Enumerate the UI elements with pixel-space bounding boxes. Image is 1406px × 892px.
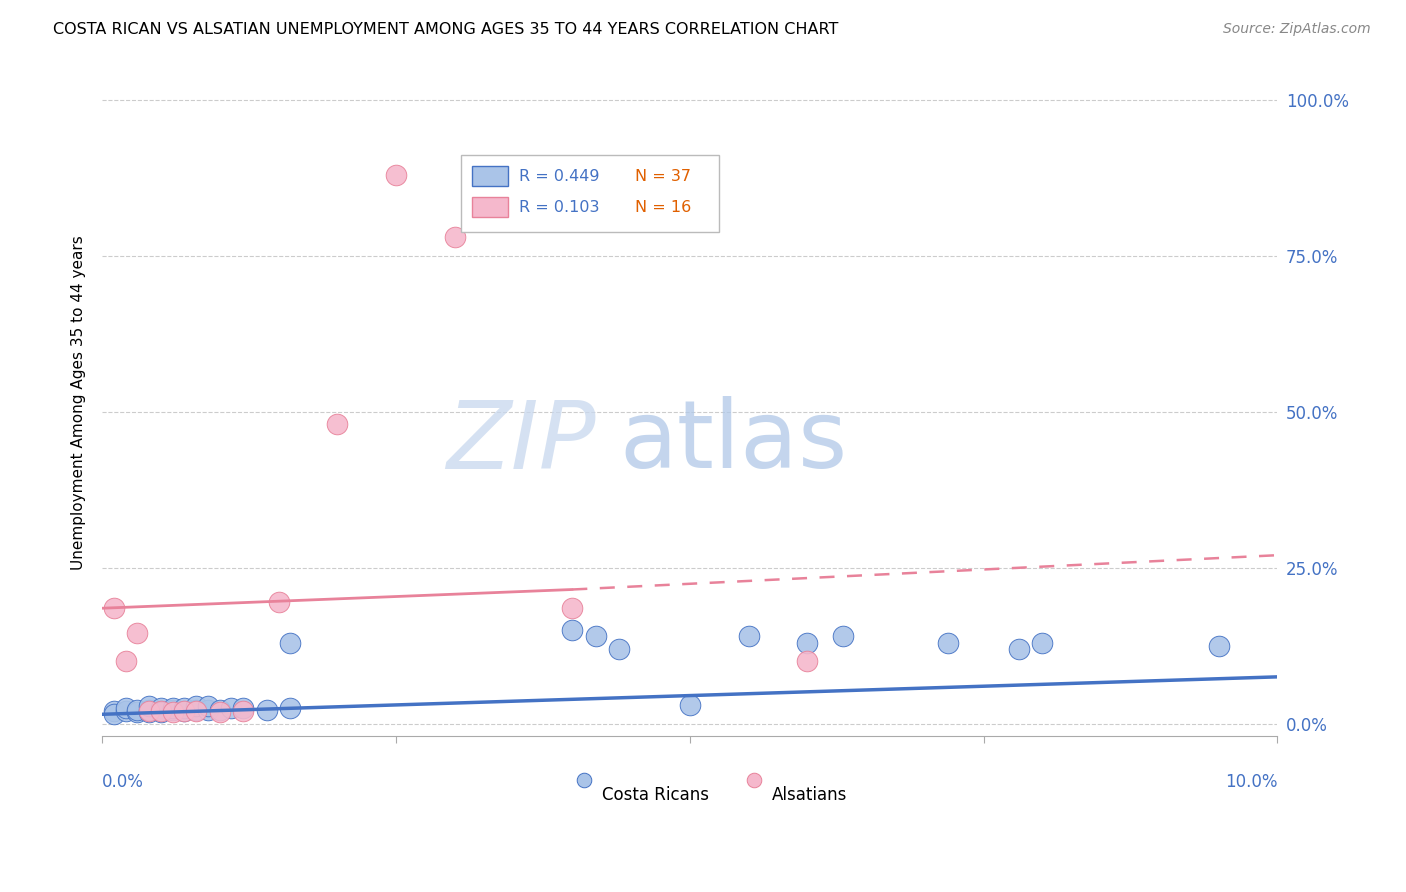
Point bbox=[162, 703, 184, 717]
Point bbox=[127, 703, 149, 717]
Point bbox=[114, 654, 136, 668]
Point bbox=[256, 703, 278, 717]
Point bbox=[796, 635, 818, 649]
Point bbox=[938, 635, 960, 649]
Point bbox=[278, 701, 301, 715]
Point bbox=[607, 641, 630, 656]
Point bbox=[561, 623, 583, 637]
Point bbox=[114, 701, 136, 715]
Point bbox=[278, 635, 301, 649]
Point bbox=[796, 654, 818, 668]
Point bbox=[173, 704, 195, 718]
Text: ZIP: ZIP bbox=[446, 397, 596, 488]
Point bbox=[831, 629, 853, 643]
Point bbox=[149, 706, 172, 720]
Point bbox=[149, 704, 172, 718]
Point bbox=[138, 706, 160, 720]
FancyBboxPatch shape bbox=[472, 197, 508, 218]
Point bbox=[103, 707, 125, 722]
Point bbox=[232, 701, 254, 715]
Point bbox=[162, 701, 184, 715]
Point bbox=[1008, 641, 1031, 656]
Point bbox=[679, 698, 702, 712]
Point bbox=[443, 230, 465, 244]
Text: R = 0.449: R = 0.449 bbox=[519, 169, 600, 184]
Point bbox=[138, 703, 160, 717]
Point bbox=[149, 701, 172, 715]
Point bbox=[737, 629, 759, 643]
Text: 0.0%: 0.0% bbox=[103, 772, 143, 791]
Point bbox=[127, 626, 149, 640]
Point bbox=[149, 704, 172, 718]
Text: 10.0%: 10.0% bbox=[1225, 772, 1278, 791]
Point bbox=[585, 629, 607, 643]
Point bbox=[1208, 639, 1230, 653]
Point bbox=[197, 703, 219, 717]
Point bbox=[197, 699, 219, 714]
Point bbox=[103, 601, 125, 615]
Text: Source: ZipAtlas.com: Source: ZipAtlas.com bbox=[1223, 22, 1371, 37]
Point bbox=[561, 601, 583, 615]
Point bbox=[1031, 635, 1053, 649]
Point bbox=[127, 706, 149, 720]
Point bbox=[138, 699, 160, 714]
Point bbox=[221, 701, 243, 715]
Point bbox=[186, 699, 208, 714]
Point bbox=[103, 704, 125, 718]
Point bbox=[326, 417, 349, 432]
Point bbox=[385, 168, 408, 182]
Text: COSTA RICAN VS ALSATIAN UNEMPLOYMENT AMONG AGES 35 TO 44 YEARS CORRELATION CHART: COSTA RICAN VS ALSATIAN UNEMPLOYMENT AMO… bbox=[53, 22, 839, 37]
Point bbox=[267, 595, 290, 609]
Text: N = 37: N = 37 bbox=[634, 169, 690, 184]
Point bbox=[208, 703, 231, 717]
Point bbox=[232, 704, 254, 718]
Point bbox=[173, 701, 195, 715]
Y-axis label: Unemployment Among Ages 35 to 44 years: Unemployment Among Ages 35 to 44 years bbox=[72, 235, 86, 570]
FancyBboxPatch shape bbox=[472, 166, 508, 186]
Point bbox=[208, 706, 231, 720]
FancyBboxPatch shape bbox=[461, 155, 720, 232]
Text: Costa Ricans: Costa Ricans bbox=[602, 786, 709, 805]
Point bbox=[162, 706, 184, 720]
Text: R = 0.103: R = 0.103 bbox=[519, 200, 600, 215]
Point bbox=[186, 704, 208, 718]
Text: Alsatians: Alsatians bbox=[772, 786, 848, 805]
Point bbox=[173, 704, 195, 718]
Text: N = 16: N = 16 bbox=[634, 200, 690, 215]
Point bbox=[114, 704, 136, 718]
Point bbox=[138, 704, 160, 718]
Text: atlas: atlas bbox=[619, 396, 848, 489]
Point bbox=[186, 703, 208, 717]
